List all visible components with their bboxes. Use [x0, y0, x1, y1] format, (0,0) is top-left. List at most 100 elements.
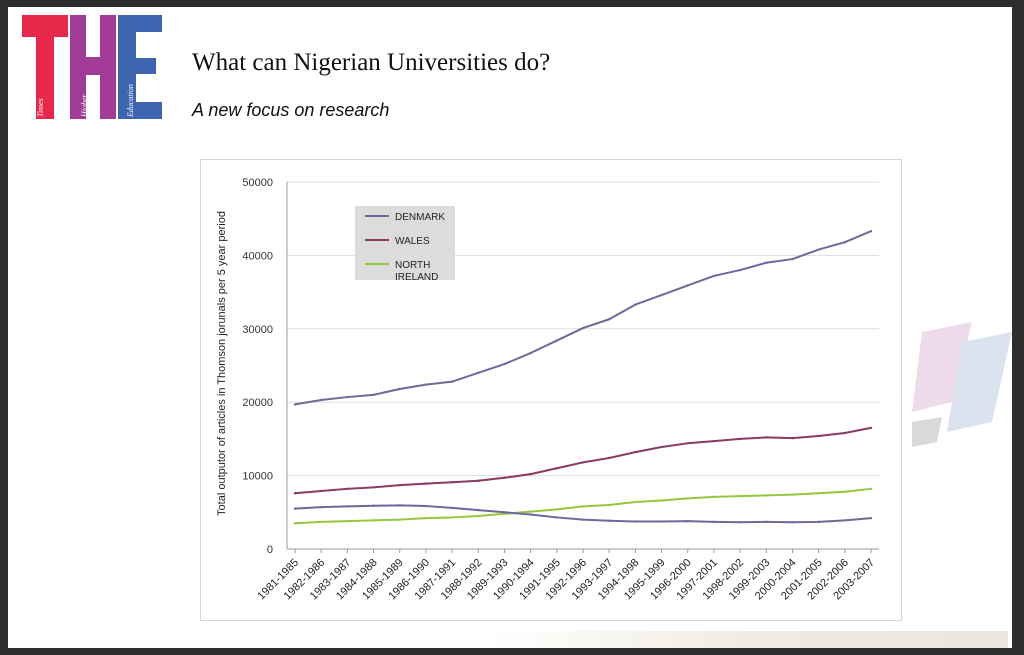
data-point	[738, 521, 742, 524]
data-point	[372, 519, 375, 522]
data-point	[660, 520, 663, 523]
slide-title: What can Nigerian Universities do?	[192, 49, 551, 76]
data-point	[660, 445, 663, 449]
data-point	[869, 516, 873, 520]
data-point	[293, 522, 297, 525]
logo-word-higher: Higher	[80, 94, 89, 117]
data-point	[765, 436, 768, 439]
data-point	[843, 431, 847, 435]
data-point	[398, 518, 401, 521]
data-point	[817, 492, 820, 495]
data-point	[607, 318, 611, 321]
chart-container: 0 10000 20000 30000 40000 50000 1981-1985 1982-…	[200, 159, 902, 621]
data-point	[555, 516, 559, 519]
data-point	[450, 380, 454, 383]
data-point	[843, 490, 847, 493]
data-point	[765, 520, 768, 524]
data-point	[319, 505, 323, 509]
data-point	[634, 520, 637, 523]
data-point	[503, 362, 506, 366]
legend-box	[355, 206, 455, 280]
data-point	[634, 450, 637, 454]
logo-word-times: Times	[36, 98, 45, 117]
data-point	[346, 505, 349, 508]
data-point	[791, 521, 794, 524]
data-point	[634, 500, 637, 504]
data-point	[293, 507, 297, 510]
data-point	[607, 519, 611, 522]
data-point	[372, 393, 375, 397]
data-point	[529, 510, 532, 513]
data-point	[477, 514, 480, 518]
data-point	[817, 248, 820, 251]
background-logo-watermark	[912, 322, 1012, 447]
data-point	[293, 403, 297, 406]
data-point	[686, 284, 689, 287]
data-point	[634, 303, 637, 306]
data-point	[686, 519, 689, 523]
series-line-wales	[294, 426, 872, 495]
data-point	[660, 293, 663, 297]
y-tick-label: 40000	[242, 250, 273, 262]
data-point	[529, 513, 532, 516]
data-point	[765, 261, 768, 264]
data-point	[869, 426, 873, 430]
data-point	[712, 495, 716, 499]
data-point	[372, 504, 375, 507]
data-point	[686, 497, 689, 500]
logo-letter-h	[70, 15, 116, 119]
data-point	[450, 481, 454, 484]
slide-subtitle: A new focus on research	[192, 100, 390, 120]
data-point	[738, 268, 742, 272]
data-point	[555, 467, 559, 470]
data-point	[424, 504, 428, 508]
data-point	[477, 371, 480, 375]
line-chart: 010000200003000040000500001981-19851982-…	[216, 177, 879, 602]
data-point	[346, 487, 349, 491]
data-point	[712, 520, 716, 524]
y-tick-label: 0	[267, 544, 273, 556]
data-point	[424, 383, 428, 386]
legend-label-cont: IRELAND	[395, 272, 438, 283]
logo-letter-e	[118, 15, 162, 119]
data-point	[869, 229, 873, 233]
data-point	[503, 511, 506, 514]
y-tick-label: 10000	[242, 471, 273, 483]
data-point	[869, 487, 873, 491]
data-point	[293, 492, 297, 495]
data-point	[738, 437, 742, 441]
y-tick-label: 20000	[242, 397, 273, 409]
data-point	[319, 489, 323, 493]
data-point	[477, 508, 480, 512]
data-point	[765, 494, 768, 497]
data-point	[712, 274, 716, 278]
data-point	[581, 326, 585, 330]
data-point	[581, 518, 585, 521]
data-point	[581, 505, 585, 508]
data-point	[686, 442, 689, 445]
data-point	[424, 482, 428, 485]
data-point	[398, 504, 401, 507]
logo-word-education: Education	[126, 84, 135, 117]
legend-label: WALES	[395, 236, 430, 247]
data-point	[503, 476, 506, 480]
logo-letter-t	[22, 15, 68, 119]
data-point	[424, 516, 428, 520]
y-tick-label: 50000	[242, 177, 273, 189]
data-point	[607, 503, 611, 507]
data-point	[450, 506, 454, 510]
data-point	[607, 456, 611, 460]
y-axis-label: Total outputor of articles in Thomson jo…	[216, 211, 228, 516]
data-point	[398, 387, 401, 391]
the-logo: Times Higher Education	[22, 15, 162, 119]
data-point	[791, 257, 794, 261]
data-point	[398, 483, 401, 487]
data-point	[843, 519, 847, 522]
data-point	[817, 520, 820, 524]
data-point	[529, 351, 532, 355]
data-point	[791, 436, 794, 440]
legend-label: DENMARK	[395, 212, 445, 223]
data-point	[712, 439, 716, 443]
data-point	[372, 486, 375, 489]
data-point	[738, 494, 742, 498]
